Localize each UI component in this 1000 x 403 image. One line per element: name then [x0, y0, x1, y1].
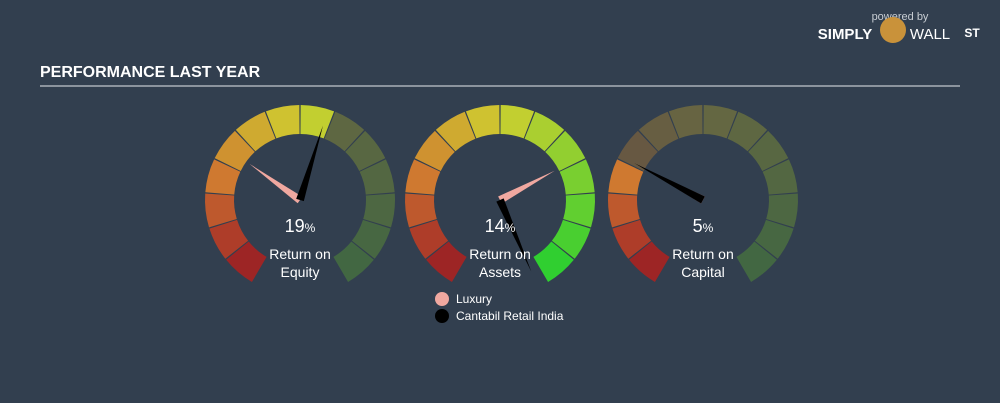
gauge-label: Return on Assets — [469, 246, 531, 280]
brand-wall: WALL — [910, 26, 950, 43]
gauge-segment — [703, 105, 738, 139]
gauge-segment — [500, 105, 535, 139]
gauge-segment — [559, 159, 595, 195]
gauge-segment — [533, 241, 574, 282]
gauge-segment — [551, 219, 591, 259]
needle — [249, 163, 303, 204]
gauge-segment — [414, 130, 455, 171]
value-label: 5% — [693, 216, 714, 236]
legend-label: Luxury — [456, 292, 492, 306]
gauge-segment — [435, 111, 476, 152]
gauge-segment — [324, 111, 365, 152]
gauge-label: Return on Equity — [269, 246, 331, 280]
gauge-segment — [405, 193, 437, 228]
gauge-label: Return on Capital — [672, 246, 734, 280]
gauge-segment — [524, 111, 565, 152]
gauge-segment — [465, 105, 500, 139]
gauge-segment — [426, 241, 467, 282]
gauge-segment — [300, 105, 335, 139]
value-label: 14% — [485, 216, 516, 236]
needle — [496, 198, 532, 272]
gauge-segment — [214, 130, 255, 171]
brand-logo — [880, 17, 906, 43]
brand-st: ST — [964, 26, 980, 40]
gauge-segment — [668, 105, 703, 139]
value-number: 5 — [693, 216, 703, 236]
gauge-segment — [766, 193, 799, 228]
gauge-segment — [736, 241, 777, 282]
gauge-segment — [205, 193, 237, 228]
legend-swatch — [435, 309, 449, 323]
gauge-segment — [235, 111, 276, 152]
brand-simply: SIMPLY — [818, 26, 872, 43]
gauge-segment — [333, 241, 374, 282]
gauge-segment — [345, 130, 386, 171]
gauge-segment — [727, 111, 768, 152]
gauge-segment — [545, 130, 586, 171]
legend-label: Cantabil Retail India — [456, 309, 564, 323]
legend-swatch — [435, 292, 449, 306]
gauge-segment — [405, 159, 441, 195]
gauge-segment — [638, 111, 679, 152]
gauge-segment — [205, 159, 241, 195]
gauge-segment — [629, 241, 670, 282]
gauge-segment — [748, 130, 789, 171]
gauge-segment — [265, 105, 300, 139]
value-unit: % — [505, 221, 516, 235]
gauge-segment — [351, 219, 391, 259]
gauge-segment — [617, 130, 658, 171]
gauge-segment — [363, 193, 396, 228]
value-number: 19 — [285, 216, 305, 236]
value-label: 19% — [285, 216, 316, 236]
gauge-segment — [762, 159, 798, 195]
title: PERFORMANCE LAST YEAR — [40, 64, 261, 81]
gauge-segment — [359, 159, 395, 195]
needle — [634, 163, 705, 204]
value-number: 14 — [485, 216, 505, 236]
gauge-segment — [608, 159, 644, 195]
gauge-segment — [563, 193, 595, 228]
value-unit: % — [703, 221, 714, 235]
value-unit: % — [305, 221, 316, 235]
gauge-segment — [226, 241, 267, 282]
gauge-segment — [754, 219, 794, 259]
needle — [296, 125, 323, 202]
gauge-segment — [209, 219, 249, 259]
gauge-segment — [409, 219, 449, 259]
gauge-segment — [608, 193, 640, 228]
gauge-segment — [612, 219, 652, 259]
needle — [498, 170, 555, 204]
